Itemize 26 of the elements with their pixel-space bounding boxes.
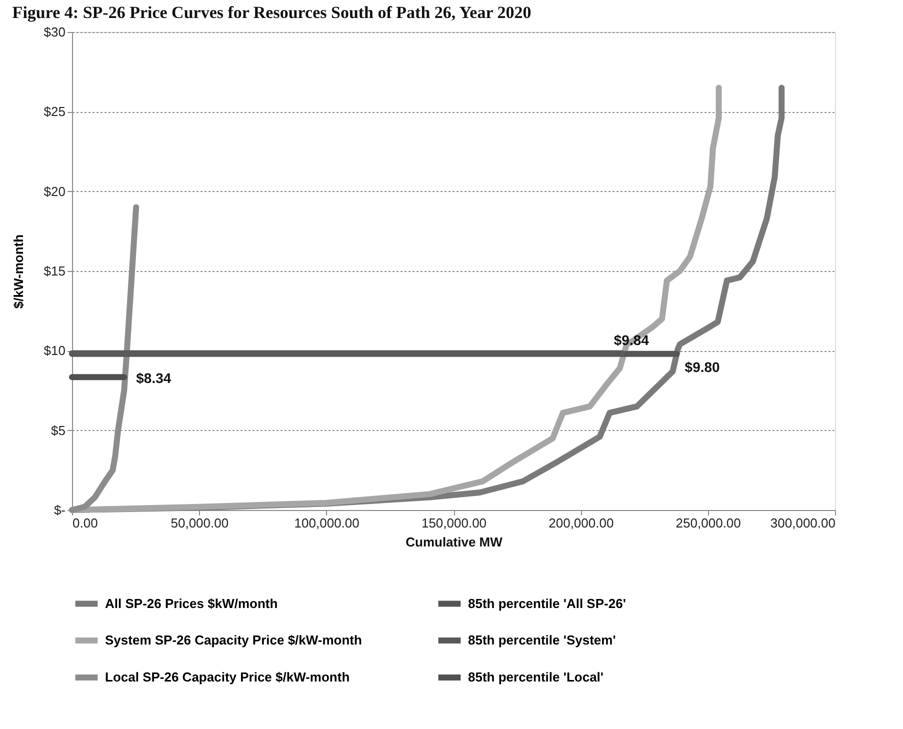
data-label: $8.34	[136, 370, 172, 386]
x-tick-label: 50,000.00	[170, 516, 229, 530]
y-tick-label: $20	[44, 184, 66, 199]
y-tick-label: $5	[51, 422, 66, 438]
legend-label: System SP-26 Capacity Price $/kW-month	[105, 632, 362, 648]
x-tick-label: 150,000.00	[421, 516, 487, 530]
data-label: $9.80	[684, 358, 720, 375]
y-tick-label: $25	[44, 104, 66, 120]
legend-label: All SP-26 Prices $kW/month	[105, 596, 278, 611]
y-tick-label: $10	[44, 343, 66, 358]
x-tick-label: 0.00	[72, 516, 98, 530]
x-tick-label: 100,000.00	[294, 516, 360, 530]
legend-label: Local SP-26 Capacity Price $/kW-month	[105, 670, 350, 684]
legend-label: 85th percentile 'System'	[468, 632, 616, 648]
y-tick-label: $15	[44, 264, 66, 278]
chart-title: Figure 4: SP-26 Price Curves for Resources South of Path 26, Year 2020	[12, 3, 532, 22]
x-tick-label: 200,000.00	[548, 516, 614, 530]
y-tick-label: $-	[54, 502, 66, 518]
data-label: $9.84	[614, 332, 650, 348]
y-tick-label: $30	[44, 24, 66, 40]
x-axis-title: Cumulative MW	[406, 534, 504, 550]
x-tick-label: 300,000.00	[770, 516, 836, 530]
x-tick-label: 250,000.00	[676, 516, 741, 530]
legend-label: 85th percentile 'Local'	[468, 670, 604, 684]
legend-label: 85th percentile 'All SP-26'	[468, 596, 626, 611]
y-axis-title: $/kW-month	[10, 234, 26, 309]
